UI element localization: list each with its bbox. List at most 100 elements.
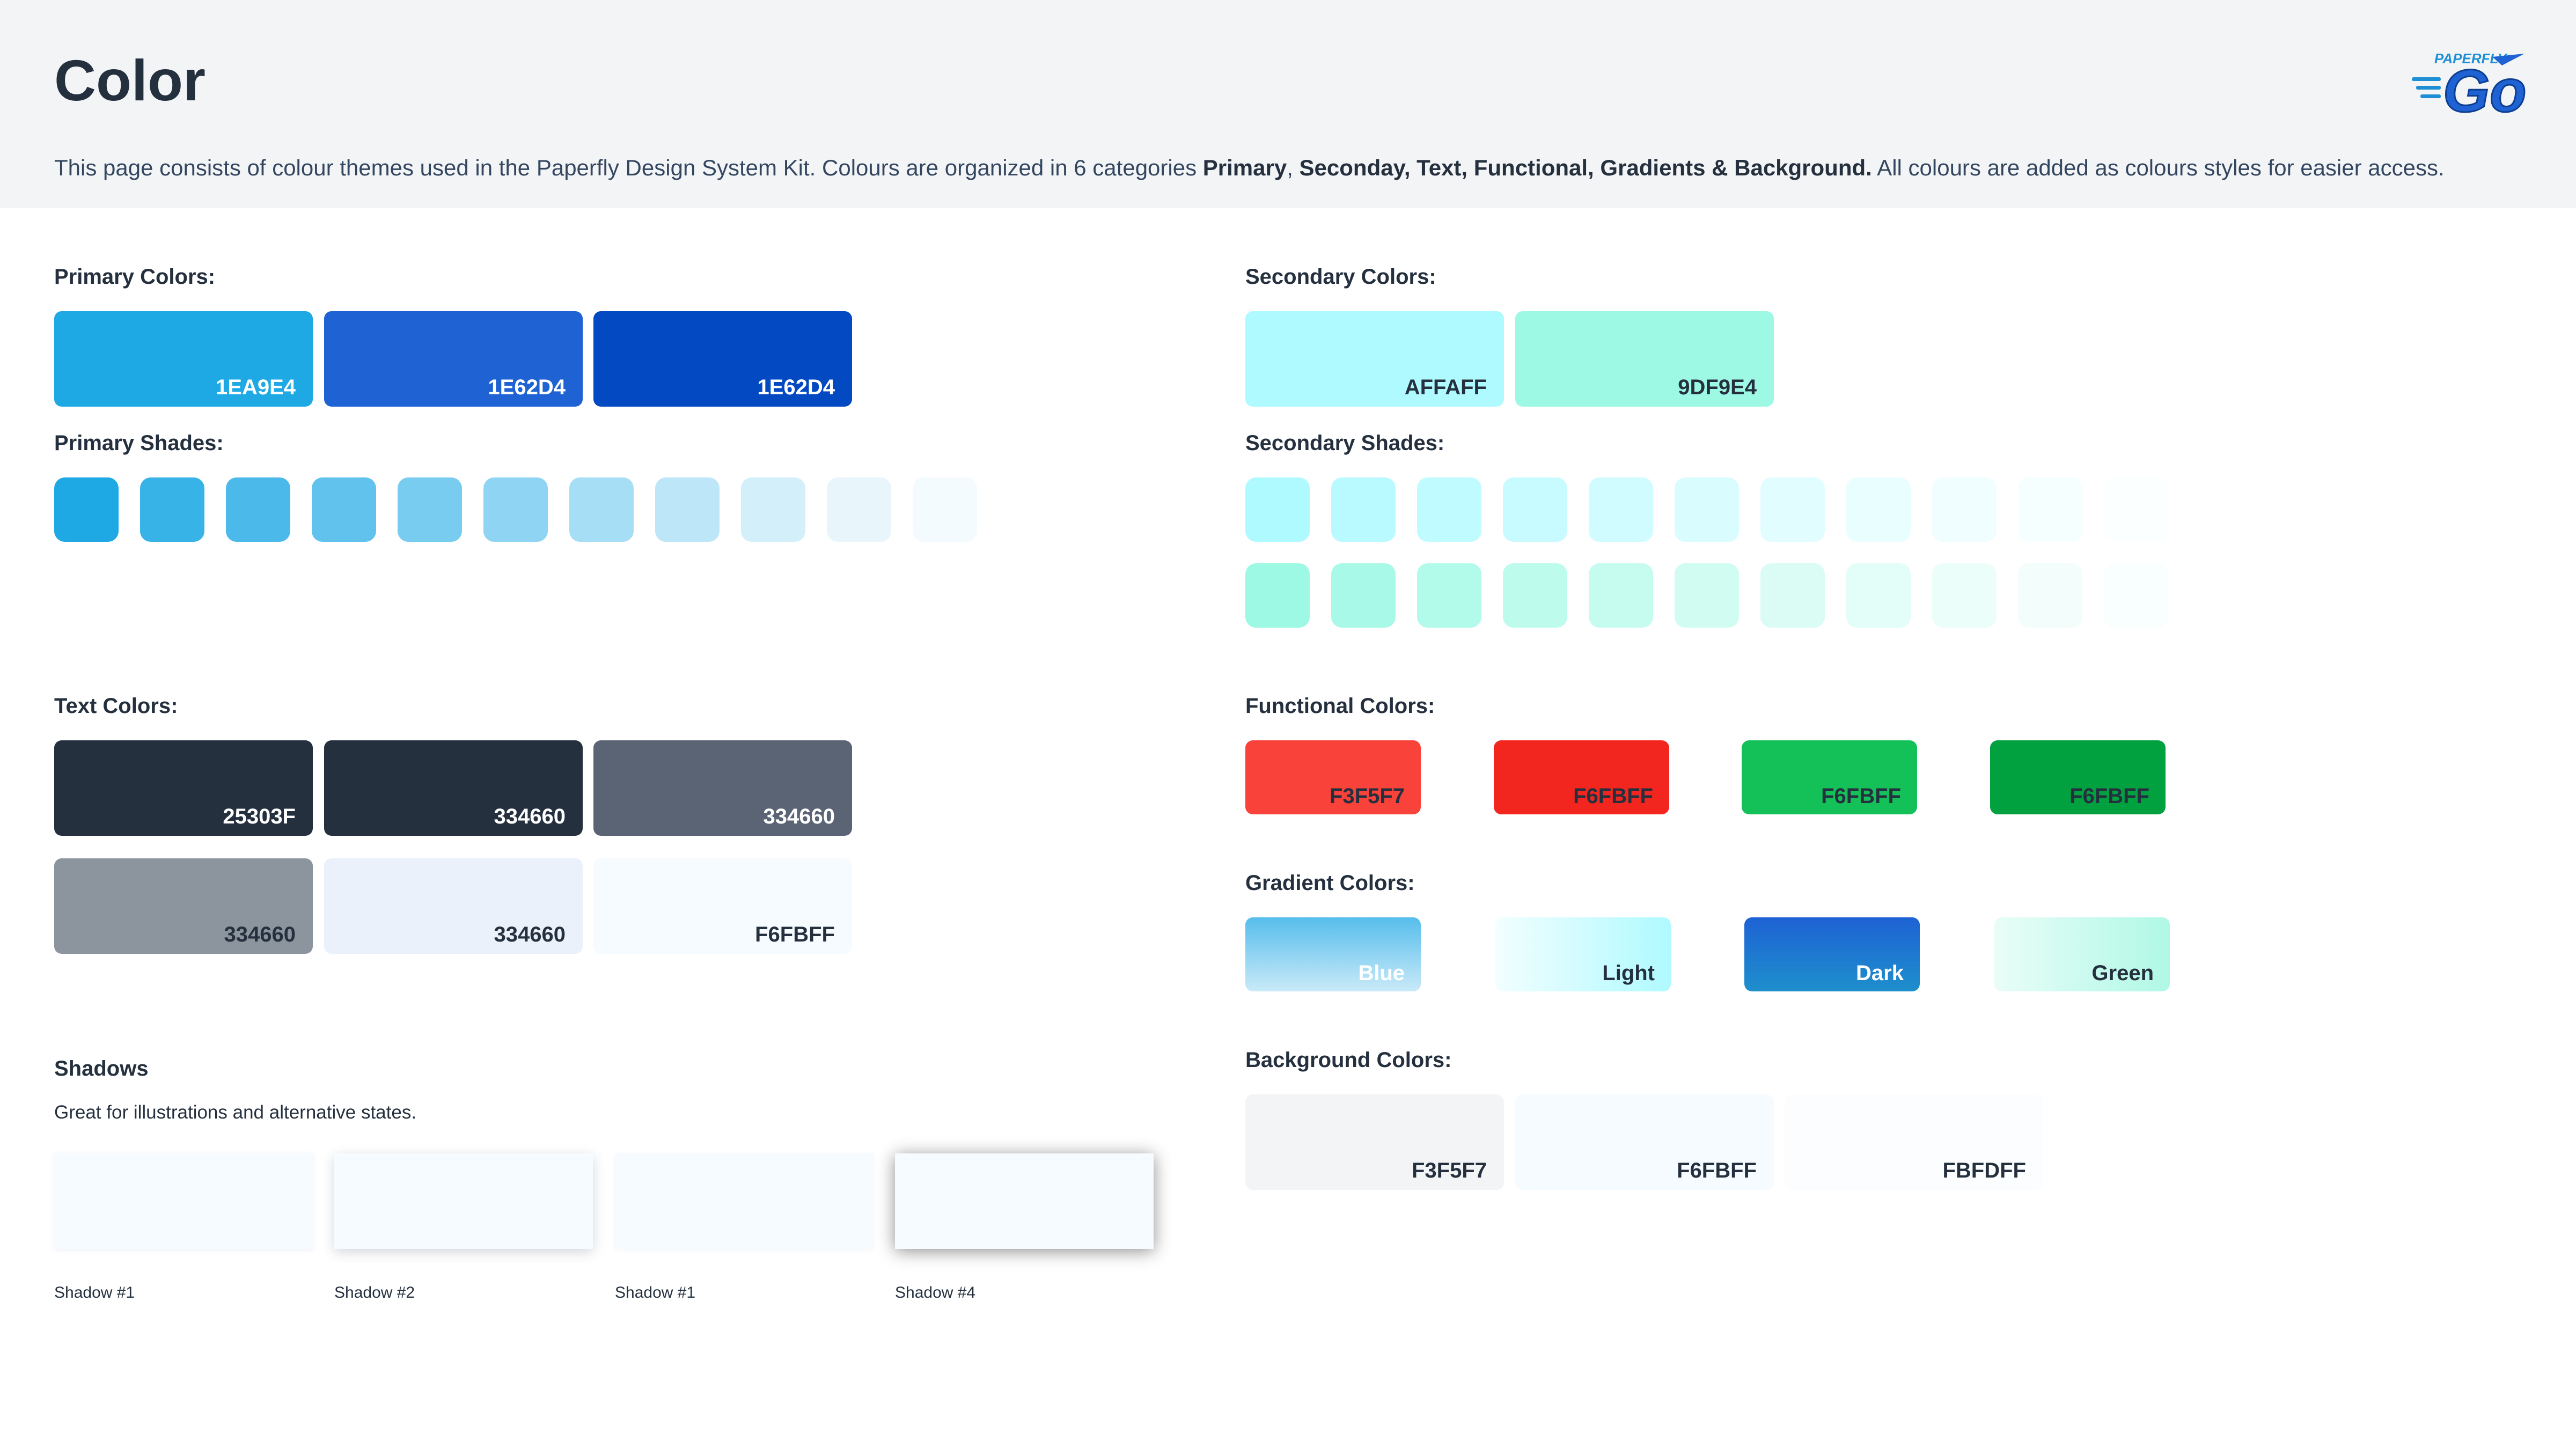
swatch-code: AFFAFF [1404, 376, 1487, 399]
primary-shade-swatch[interactable] [655, 477, 720, 542]
functional-swatch[interactable]: F6FBFF [1742, 740, 1917, 814]
shadow-card-3[interactable] [615, 1153, 874, 1249]
swatch-code: 334660 [494, 923, 566, 946]
swatch-code: F3F5F7 [1411, 1159, 1487, 1182]
swatch-code: 1EA9E4 [216, 376, 296, 399]
description-bold-primary: Primary [1202, 155, 1287, 180]
text-colors-label: Text Colors: [54, 694, 178, 718]
swatch-code: F6FBFF [755, 923, 835, 946]
secondary-shade-swatch[interactable] [1331, 477, 1396, 542]
secondary-shade-swatch[interactable] [1760, 563, 1825, 628]
shadow-card-4[interactable] [895, 1153, 1154, 1249]
functional-swatch[interactable]: F6FBFF [1494, 740, 1669, 814]
text-swatch[interactable]: 334660 [324, 858, 583, 954]
shadows-subtitle: Great for illustrations and alternative … [54, 1102, 417, 1123]
paperfly-go-logo: PAPERFLY Go [2412, 50, 2527, 119]
primary-shades-label: Primary Shades: [54, 431, 224, 455]
secondary-shade-swatch[interactable] [1417, 563, 1481, 628]
text-swatch[interactable]: F6FBFF [593, 858, 852, 954]
swatch-code: 1E62D4 [488, 376, 566, 399]
description-intro: This page consists of colour themes used… [54, 155, 1203, 180]
swatch-code: F6FBFF [1821, 784, 1901, 808]
shadow-card-1[interactable] [54, 1153, 313, 1249]
shadow-caption-3: Shadow #1 [615, 1284, 696, 1301]
swatch-code: 25303F [223, 805, 296, 828]
secondary-shade-swatch[interactable] [2018, 477, 2082, 542]
swatch-code: 9DF9E4 [1678, 376, 1757, 399]
primary-swatch[interactable]: 1E62D4 [593, 311, 852, 407]
primary-colors-label: Primary Colors: [54, 265, 216, 289]
secondary-shade-swatch[interactable] [2104, 563, 2168, 628]
page-title: Color [54, 48, 206, 113]
shadow-card-2[interactable] [334, 1153, 593, 1249]
secondary-shade-swatch[interactable] [1846, 563, 1911, 628]
swatch-code: FBFDFF [1942, 1159, 2026, 1182]
primary-shade-swatch[interactable] [913, 477, 977, 542]
description-outro: All colours are added as colours styles … [1872, 155, 2445, 180]
secondary-shade-swatch[interactable] [1846, 477, 1911, 542]
primary-swatch[interactable]: 1E62D4 [324, 311, 583, 407]
secondary-swatch[interactable]: 9DF9E4 [1515, 311, 1774, 407]
swatch-code: Light [1602, 961, 1655, 985]
page-header: Color This page consists of colour theme… [0, 0, 2576, 208]
secondary-swatch[interactable]: AFFAFF [1245, 311, 1504, 407]
background-swatch[interactable]: F3F5F7 [1245, 1094, 1504, 1190]
shadow-caption-1: Shadow #1 [54, 1284, 135, 1301]
secondary-shade-swatch[interactable] [1417, 477, 1481, 542]
text-swatch[interactable]: 334660 [593, 740, 852, 836]
text-swatch[interactable]: 334660 [324, 740, 583, 836]
swatch-code: Blue [1358, 961, 1405, 985]
secondary-shade-swatch[interactable] [1503, 477, 1567, 542]
shadows-title: Shadows [54, 1057, 149, 1080]
swatch-code: Dark [1856, 961, 1904, 985]
gradient-swatch-green[interactable]: Green [1994, 917, 2170, 991]
swatch-code: 334660 [224, 923, 296, 946]
primary-shade-swatch[interactable] [569, 477, 634, 542]
primary-shade-swatch[interactable] [827, 477, 891, 542]
functional-swatch[interactable]: F6FBFF [1990, 740, 2166, 814]
swatch-code: F6FBFF [2069, 784, 2149, 808]
swatch-code: F6FBFF [1573, 784, 1653, 808]
gradient-colors-label: Gradient Colors: [1245, 871, 1415, 895]
secondary-shades-label: Secondary Shades: [1245, 431, 1445, 455]
secondary-shade-swatch[interactable] [1503, 563, 1567, 628]
text-swatch[interactable]: 25303F [54, 740, 313, 836]
gradient-swatch-dark[interactable]: Dark [1744, 917, 1920, 991]
logo-wordmark-main: Go [2443, 57, 2527, 119]
page-description: This page consists of colour themes used… [54, 157, 2445, 179]
gradient-swatch-blue[interactable]: Blue [1245, 917, 1421, 991]
secondary-shade-swatch[interactable] [1245, 477, 1310, 542]
secondary-shade-swatch[interactable] [1932, 477, 1997, 542]
primary-shade-swatch[interactable] [483, 477, 548, 542]
background-swatch[interactable]: F6FBFF [1515, 1094, 1774, 1190]
secondary-shade-swatch[interactable] [1245, 563, 1310, 628]
shadow-caption-4: Shadow #4 [895, 1284, 976, 1301]
secondary-shade-swatch[interactable] [2018, 563, 2082, 628]
text-swatch[interactable]: 334660 [54, 858, 313, 954]
description-bold-categories: Seconday, Text, Functional, Gradients & … [1299, 155, 1872, 180]
secondary-shade-swatch[interactable] [2104, 477, 2168, 542]
secondary-shade-swatch[interactable] [1589, 477, 1653, 542]
secondary-shade-swatch[interactable] [1760, 477, 1825, 542]
secondary-shade-swatch[interactable] [1589, 563, 1653, 628]
secondary-shade-swatch[interactable] [1932, 563, 1997, 628]
primary-shade-swatch[interactable] [140, 477, 204, 542]
secondary-shade-swatch[interactable] [1331, 563, 1396, 628]
primary-shade-swatch[interactable] [312, 477, 376, 542]
description-separator: , [1287, 155, 1300, 180]
secondary-colors-label: Secondary Colors: [1245, 265, 1436, 289]
primary-swatch[interactable]: 1EA9E4 [54, 311, 313, 407]
secondary-shade-swatch[interactable] [1675, 563, 1739, 628]
primary-shade-swatch[interactable] [226, 477, 290, 542]
swatch-code: F6FBFF [1677, 1159, 1757, 1182]
primary-shade-swatch[interactable] [398, 477, 462, 542]
functional-swatch[interactable]: F3F5F7 [1245, 740, 1421, 814]
primary-shade-swatch[interactable] [54, 477, 119, 542]
gradient-swatch-light[interactable]: Light [1495, 917, 1671, 991]
background-colors-label: Background Colors: [1245, 1048, 1452, 1072]
background-swatch[interactable]: FBFDFF [1785, 1094, 2043, 1190]
primary-shade-swatch[interactable] [741, 477, 805, 542]
secondary-shade-swatch[interactable] [1675, 477, 1739, 542]
functional-colors-label: Functional Colors: [1245, 694, 1435, 718]
swatch-code: Green [2091, 961, 2154, 985]
